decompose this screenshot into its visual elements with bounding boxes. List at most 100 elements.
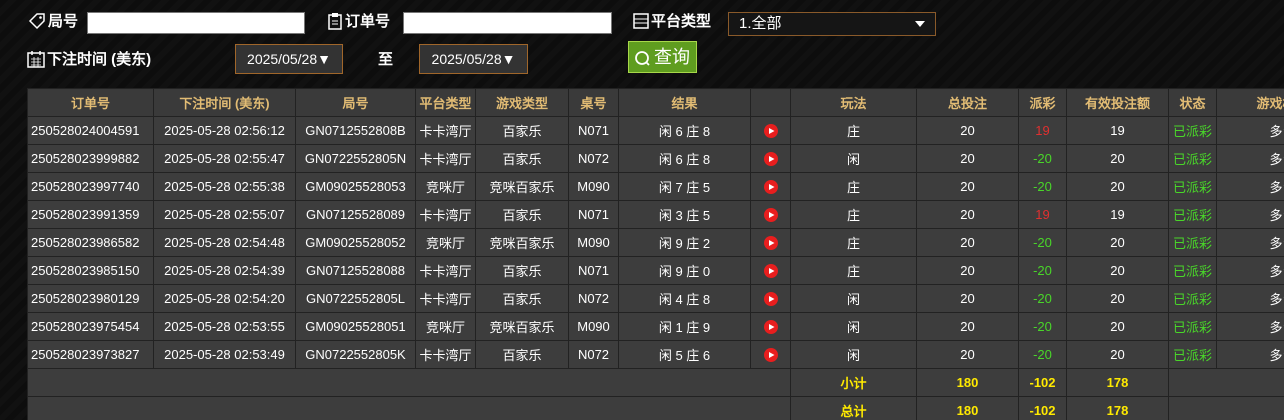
payout: -20 [1018, 228, 1067, 257]
summary-spacer [27, 396, 791, 420]
summary-spacer [27, 368, 791, 397]
bet-time: 2025-05-28 02:53:49 [153, 340, 296, 369]
total-bet: 20 [916, 340, 1019, 369]
header-cell: 状态 [1168, 88, 1217, 117]
date-to[interactable]: 2025/05/28▼ [419, 44, 528, 74]
result: 闲 9 庄 0 [618, 256, 751, 285]
header-cell: 平台类型 [415, 88, 476, 117]
play: 闲 [790, 312, 917, 341]
valid-bet: 20 [1066, 228, 1169, 257]
payout: -20 [1018, 256, 1067, 285]
table-no: M090 [568, 312, 619, 341]
payout: -20 [1018, 340, 1067, 369]
game-mode: 多台 [1216, 312, 1284, 341]
round-id: GN0722552805N [295, 144, 416, 173]
payout: -20 [1018, 172, 1067, 201]
status: 已派彩 [1168, 228, 1217, 257]
status: 已派彩 [1168, 144, 1217, 173]
platform-label: 平台类型 [651, 13, 712, 30]
round-id: GN0722552805K [295, 340, 416, 369]
payout: -20 [1018, 312, 1067, 341]
play: 庄 [790, 116, 917, 145]
to-label: 至 [378, 51, 394, 68]
replay-cell [750, 200, 791, 229]
replay-icon[interactable] [763, 124, 778, 139]
summary-row: 小计 180 -102 178 [27, 368, 1284, 397]
game-type: 百家乐 [475, 340, 569, 369]
summary-label: 小计 [790, 368, 917, 397]
order-id: 250528023991359 [27, 200, 154, 229]
header-cell: 派彩 [1018, 88, 1067, 117]
table-no: N072 [568, 340, 619, 369]
order-id: 250528023980129 [27, 284, 154, 313]
bet-time: 2025-05-28 02:55:07 [153, 200, 296, 229]
round-id: GN07125528088 [295, 256, 416, 285]
play: 闲 [790, 340, 917, 369]
time-label: 下注时间 (美东) [47, 51, 152, 68]
replay-icon[interactable] [763, 348, 778, 363]
replay-icon[interactable] [763, 292, 778, 307]
order-input[interactable] [403, 12, 612, 34]
replay-icon[interactable] [763, 208, 778, 223]
game-mode: 多台 [1216, 172, 1284, 201]
replay-icon[interactable] [763, 180, 778, 195]
result: 闲 4 庄 8 [618, 284, 751, 313]
calendar-icon [27, 51, 45, 68]
round-input[interactable] [87, 12, 305, 34]
order-id: 250528023986582 [27, 228, 154, 257]
header-cell [750, 88, 791, 117]
valid-bet: 20 [1066, 256, 1169, 285]
data-row: 250528023999882 2025-05-28 02:55:47 GN0722… [27, 144, 1284, 173]
platform-value: 1.全部 [739, 15, 782, 32]
play: 庄 [790, 228, 917, 257]
search-icon [635, 51, 650, 66]
bet-time: 2025-05-28 02:55:47 [153, 144, 296, 173]
platform: 卡卡湾厅 [415, 256, 476, 285]
valid-bet: 20 [1066, 172, 1169, 201]
order-id: 250528024004591 [27, 116, 154, 145]
game-mode: 多台 [1216, 144, 1284, 173]
game-type: 百家乐 [475, 116, 569, 145]
round-id: GM09025528053 [295, 172, 416, 201]
total-bet: 20 [916, 200, 1019, 229]
game-type: 百家乐 [475, 284, 569, 313]
game-type: 竞咪百家乐 [475, 172, 569, 201]
replay-icon[interactable] [763, 152, 778, 167]
summary-valid-bet: 178 [1066, 368, 1169, 397]
bet-time: 2025-05-28 02:56:12 [153, 116, 296, 145]
platform-select[interactable]: 1.全部 [728, 12, 936, 36]
round-label: 局号 [48, 13, 79, 30]
result: 闲 7 庄 5 [618, 172, 751, 201]
header-cell: 游戏模式 [1216, 88, 1284, 117]
total-bet: 20 [916, 256, 1019, 285]
replay-cell [750, 116, 791, 145]
game-mode: 多台 [1216, 340, 1284, 369]
summary-payout: -102 [1018, 396, 1067, 420]
date-from[interactable]: 2025/05/28▼ [235, 44, 343, 74]
data-row: 250528023985150 2025-05-28 02:54:39 GN0712… [27, 256, 1284, 285]
replay-icon[interactable] [763, 236, 778, 251]
header-cell: 玩法 [790, 88, 917, 117]
game-mode: 多台 [1216, 116, 1284, 145]
game-type: 百家乐 [475, 144, 569, 173]
bet-time: 2025-05-28 02:54:20 [153, 284, 296, 313]
table-no: N071 [568, 256, 619, 285]
data-row: 250528023991359 2025-05-28 02:55:07 GN0712… [27, 200, 1284, 229]
replay-cell [750, 312, 791, 341]
bet-table: 订单号 下注时间 (美东) 局号 平台类型 游戏类型 桌号 结果 玩法 总投注 派彩 有效投注额 状态… [27, 88, 1284, 420]
table-no: N071 [568, 116, 619, 145]
game-mode: 多台 [1216, 256, 1284, 285]
replay-cell [750, 172, 791, 201]
platform: 卡卡湾厅 [415, 284, 476, 313]
header-cell: 结果 [618, 88, 751, 117]
replay-icon[interactable] [763, 264, 778, 279]
round-id: GM09025528051 [295, 312, 416, 341]
data-row: 250528023980129 2025-05-28 02:54:20 GN0722… [27, 284, 1284, 313]
table-container: 订单号 下注时间 (美东) 局号 平台类型 游戏类型 桌号 结果 玩法 总投注 派彩 有效投注额 状态… [27, 88, 1284, 420]
total-bet: 20 [916, 284, 1019, 313]
play: 庄 [790, 172, 917, 201]
summary-total-bet: 180 [916, 396, 1019, 420]
replay-icon[interactable] [763, 320, 778, 335]
search-button[interactable]: 查询 [628, 41, 697, 73]
result: 闲 6 庄 8 [618, 116, 751, 145]
